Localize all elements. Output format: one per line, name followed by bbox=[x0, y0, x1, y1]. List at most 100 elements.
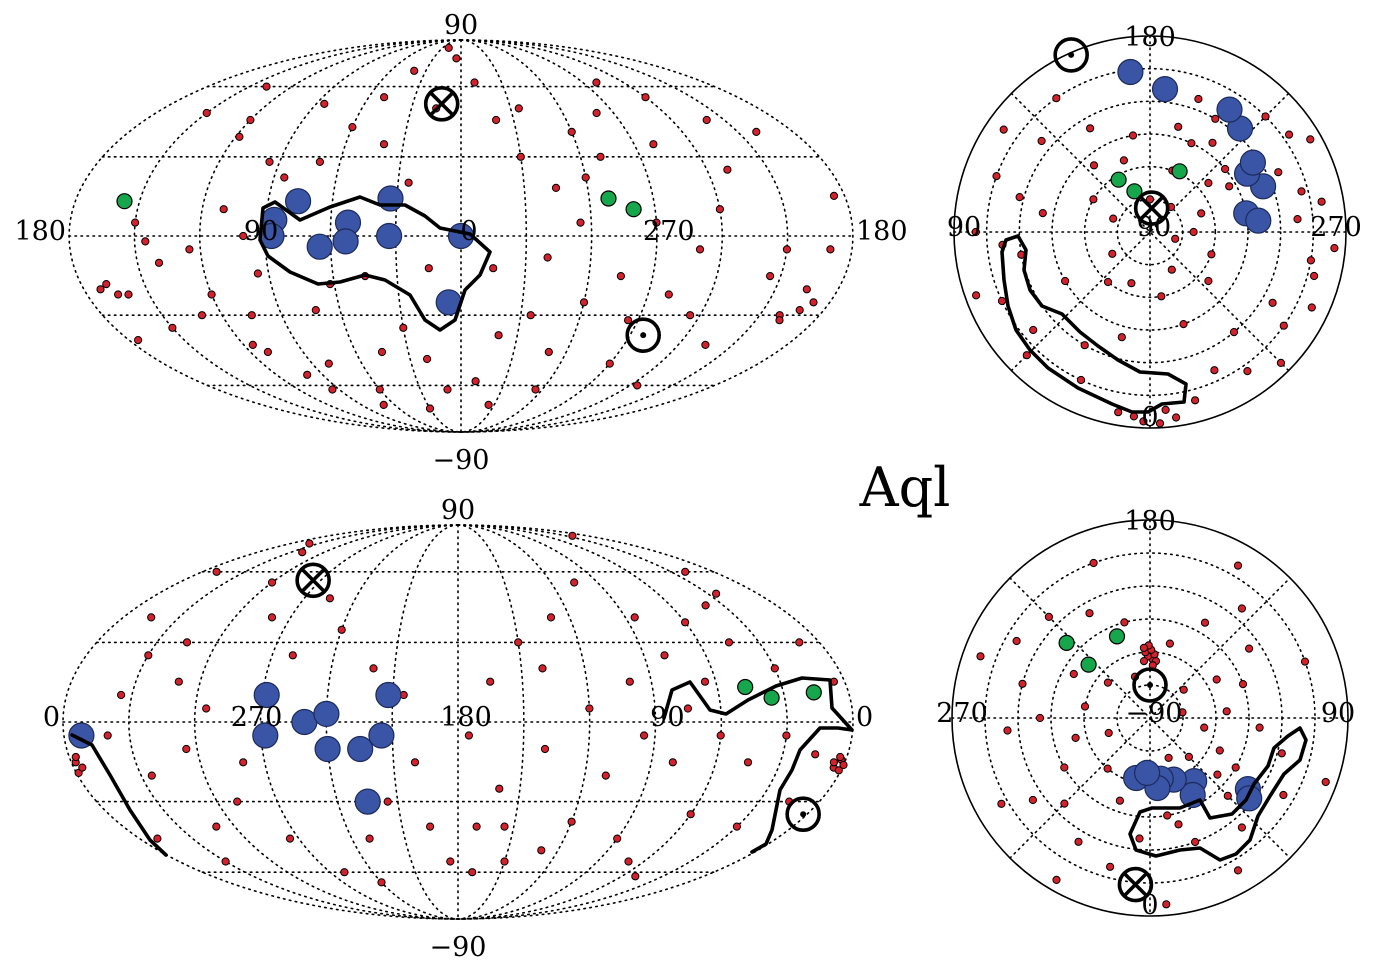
tick-label-top: 90 bbox=[441, 495, 475, 526]
field-star-point bbox=[1060, 763, 1069, 772]
field-star-point bbox=[470, 78, 479, 87]
field-star-point bbox=[1204, 178, 1213, 188]
constellation-boundary bbox=[70, 733, 168, 857]
field-star-point bbox=[102, 280, 111, 289]
field-star-point bbox=[197, 311, 207, 320]
field-star-point bbox=[1207, 250, 1216, 259]
field-star-point bbox=[613, 834, 622, 843]
field-star-point bbox=[233, 797, 242, 806]
field-star-point bbox=[131, 218, 140, 227]
field-star-point bbox=[285, 834, 295, 843]
candidate-star-point bbox=[1080, 656, 1097, 673]
candidate-star-point bbox=[625, 201, 642, 218]
field-star-point bbox=[1225, 182, 1234, 191]
apex-marker bbox=[295, 562, 331, 599]
field-star-point bbox=[1276, 358, 1286, 367]
polar-map-bottom: 180 270 −90 90 0 bbox=[936, 506, 1355, 921]
field-star-point bbox=[700, 677, 710, 686]
field-star-point bbox=[1015, 193, 1024, 202]
field-star-point bbox=[829, 191, 839, 200]
field-star-point bbox=[1060, 799, 1069, 808]
field-star-point bbox=[701, 340, 710, 349]
field-star-point bbox=[1044, 612, 1054, 622]
field-star-point bbox=[1255, 723, 1264, 732]
field-star-point bbox=[997, 296, 1007, 306]
candidate-star-point bbox=[737, 678, 754, 696]
field-star-point bbox=[1285, 130, 1294, 139]
field-star-point bbox=[1279, 790, 1288, 800]
field-star-point bbox=[147, 771, 156, 780]
field-star-point bbox=[1306, 135, 1315, 144]
field-star-point bbox=[1293, 215, 1302, 224]
field-star-point bbox=[1074, 837, 1083, 846]
field-star-point bbox=[1089, 558, 1098, 568]
tick-label-left: 270 bbox=[936, 698, 988, 729]
field-star-point bbox=[686, 810, 695, 819]
field-star-point bbox=[605, 359, 614, 368]
member-star-point bbox=[1245, 207, 1272, 234]
field-star-point bbox=[1221, 164, 1230, 174]
meridian-line bbox=[457, 524, 788, 920]
apex-marker bbox=[1133, 190, 1170, 226]
field-star-point bbox=[446, 857, 455, 866]
candidate-star-point bbox=[805, 684, 822, 701]
field-star-point bbox=[732, 822, 742, 831]
tick-label-top: 90 bbox=[444, 10, 478, 41]
field-star-point bbox=[1080, 341, 1089, 350]
field-star-point bbox=[1215, 746, 1224, 755]
field-star-point bbox=[592, 108, 601, 118]
tick-label-top: 180 bbox=[1124, 506, 1176, 537]
field-star-point bbox=[596, 152, 605, 161]
field-star-point bbox=[1076, 375, 1086, 385]
field-star-point bbox=[96, 285, 105, 294]
field-star-point bbox=[379, 140, 389, 149]
field-star-point bbox=[1120, 618, 1129, 627]
field-star-point bbox=[531, 385, 540, 394]
field-star-point bbox=[78, 763, 87, 772]
member-star-point bbox=[313, 700, 340, 728]
field-star-point bbox=[624, 857, 633, 866]
field-star-point bbox=[601, 771, 610, 780]
field-star-point bbox=[185, 245, 194, 254]
field-star-point bbox=[1115, 796, 1125, 805]
field-star-point bbox=[337, 625, 346, 634]
field-star-point bbox=[1261, 112, 1270, 121]
field-star-point bbox=[695, 245, 705, 254]
meridian-line bbox=[325, 524, 459, 920]
field-star-point bbox=[369, 664, 378, 673]
member-star-point bbox=[285, 188, 312, 215]
field-star-point bbox=[724, 638, 734, 647]
meridian-line bbox=[259, 524, 459, 920]
field-star-point bbox=[543, 253, 552, 262]
field-star-point bbox=[537, 846, 546, 855]
field-star-point bbox=[410, 66, 419, 75]
field-star-point bbox=[1174, 122, 1183, 131]
field-star-point bbox=[1229, 328, 1239, 337]
antapex-marker bbox=[1053, 37, 1089, 73]
field-star-point bbox=[1191, 396, 1200, 405]
field-star-point bbox=[464, 731, 473, 740]
field-star-point bbox=[253, 269, 262, 278]
field-star-point bbox=[1178, 708, 1187, 717]
field-star-point bbox=[581, 173, 590, 182]
tick-label-bottom: −90 bbox=[430, 932, 487, 963]
field-star-point bbox=[585, 704, 594, 713]
field-star-point bbox=[1018, 679, 1027, 688]
field-star-point bbox=[1172, 413, 1181, 422]
tick-label-right: 90 bbox=[1321, 698, 1355, 729]
field-star-point bbox=[468, 868, 477, 877]
field-star-point bbox=[1231, 763, 1240, 772]
tick-label-right: 270 bbox=[1310, 212, 1362, 243]
field-star-point bbox=[1103, 764, 1112, 773]
field-star-point bbox=[1204, 276, 1213, 286]
field-star-point bbox=[514, 104, 523, 113]
field-star-point bbox=[365, 834, 374, 843]
field-star-point bbox=[1061, 276, 1070, 286]
field-star-point bbox=[288, 651, 297, 660]
field-star-point bbox=[1086, 124, 1095, 133]
polar-ring bbox=[1050, 618, 1250, 818]
field-star-point bbox=[267, 578, 277, 587]
field-star-point bbox=[681, 567, 690, 576]
antapex-marker bbox=[1132, 667, 1168, 703]
field-star-point bbox=[1035, 713, 1045, 723]
